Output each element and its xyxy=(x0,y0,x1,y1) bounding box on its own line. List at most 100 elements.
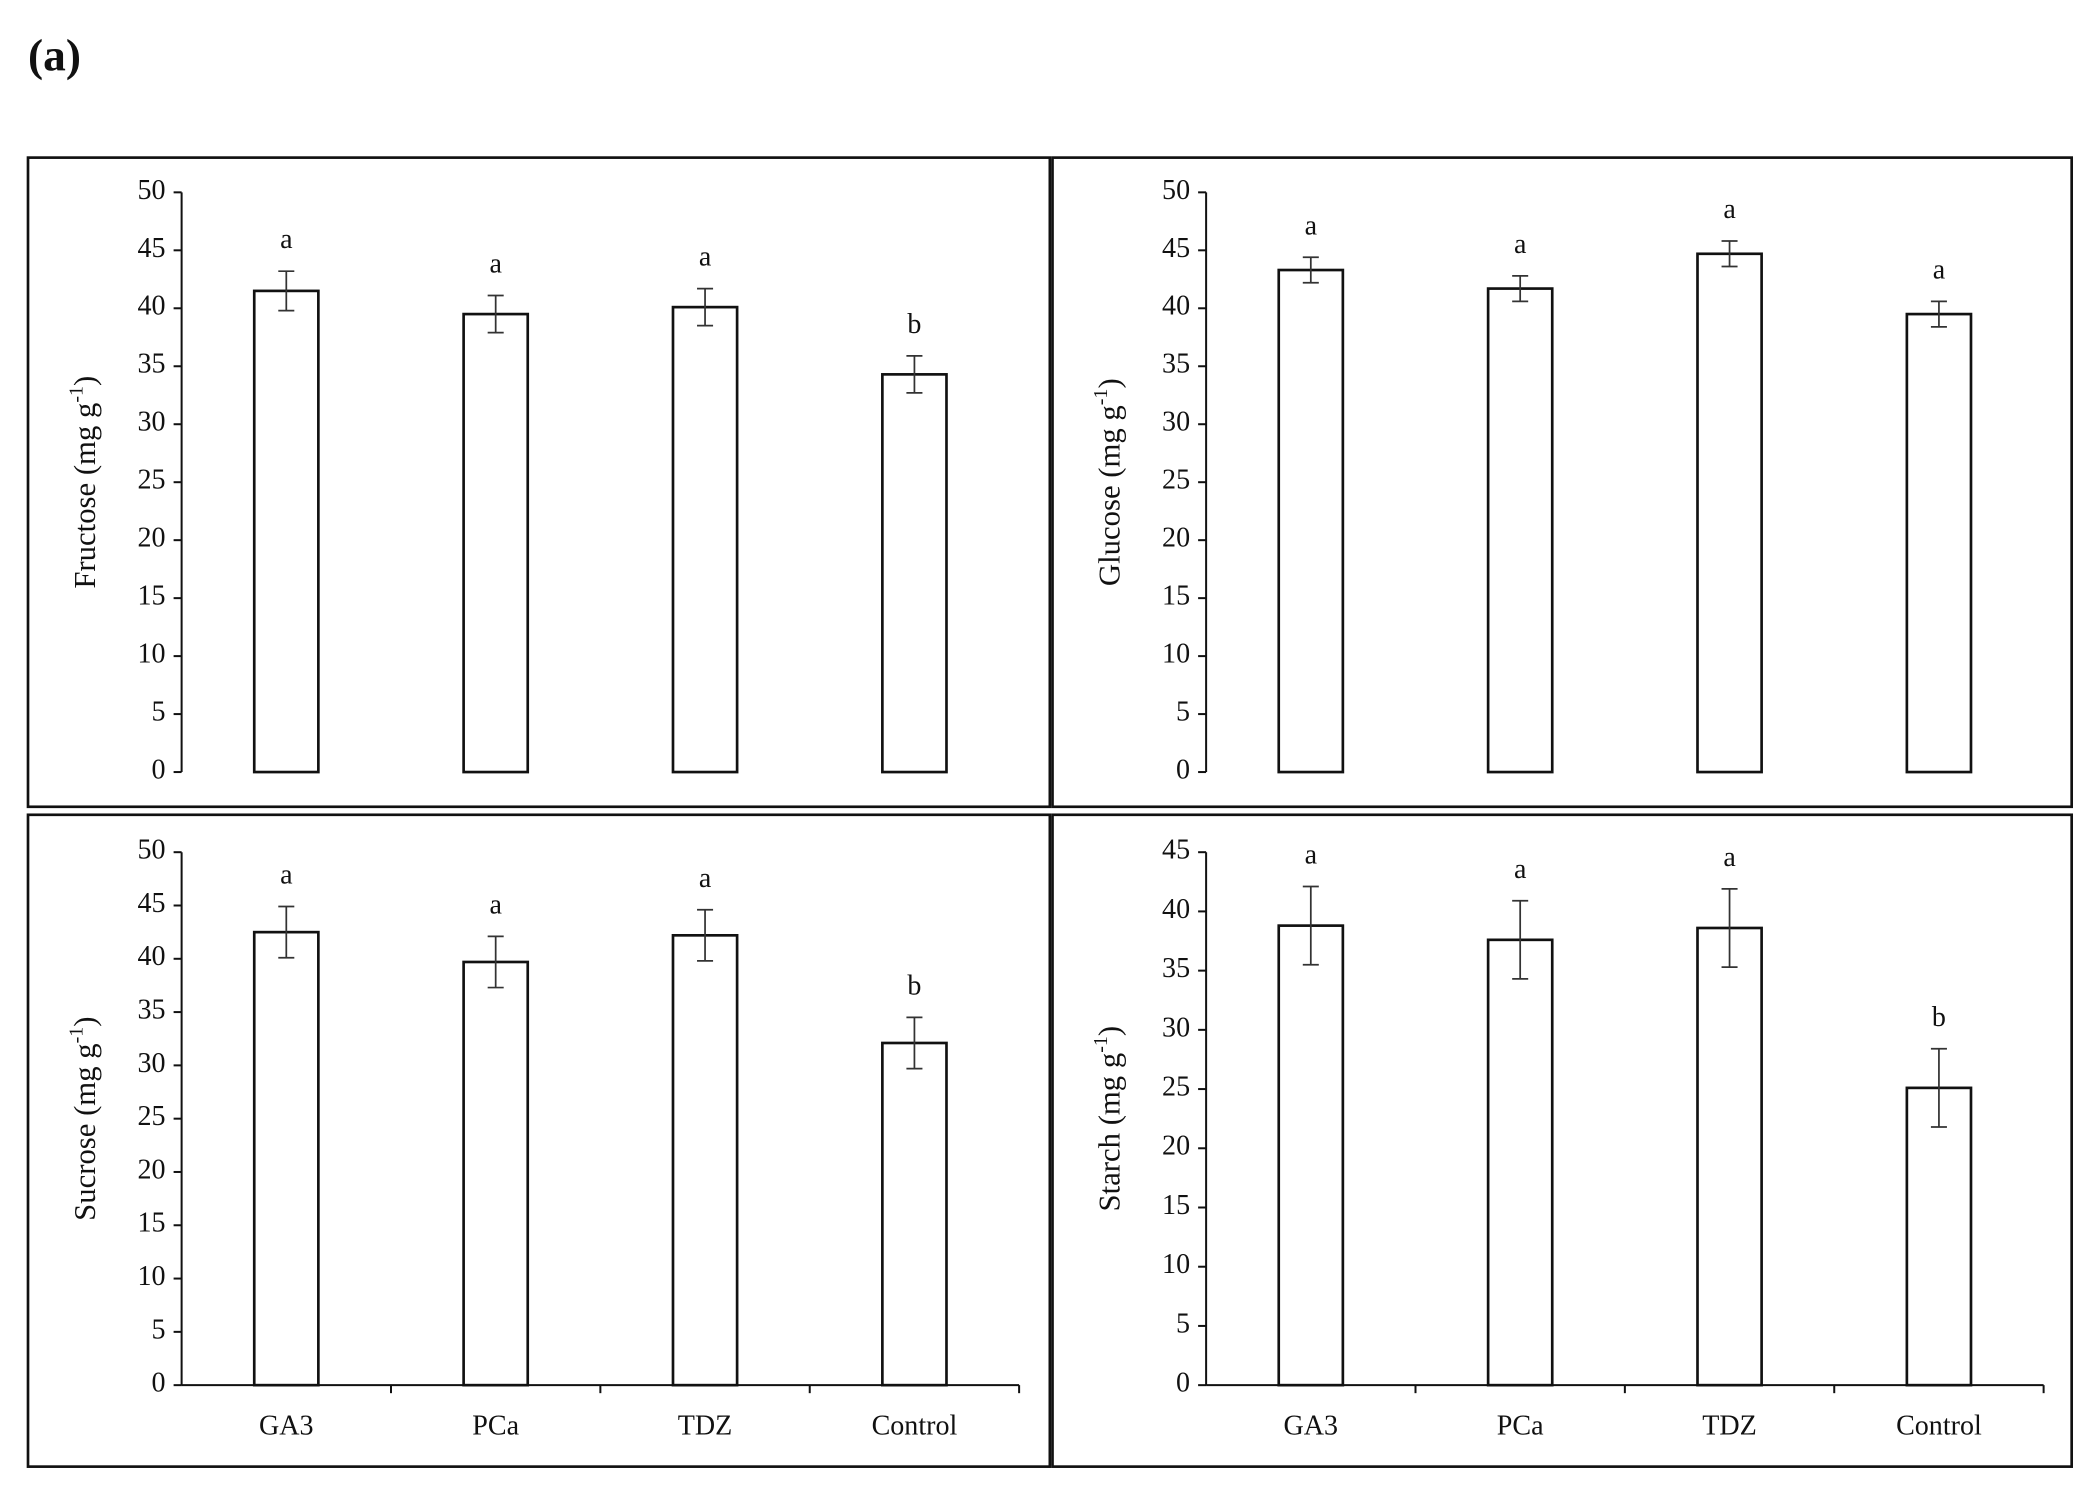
y-tick-label: 50 xyxy=(1162,175,1190,206)
significance-letter: a xyxy=(280,224,293,255)
panel-frame xyxy=(26,156,1052,809)
significance-letter: a xyxy=(699,863,712,894)
bar xyxy=(671,933,739,1387)
significance-letter: a xyxy=(699,242,712,273)
x-tick-label: TDZ xyxy=(678,1410,733,1441)
y-tick-label: 0 xyxy=(1176,1368,1190,1399)
error-bar xyxy=(1930,1047,1947,1128)
y-tick-label: 35 xyxy=(1162,349,1190,380)
y-tick-label: 45 xyxy=(1162,233,1190,264)
y-tick-label: 25 xyxy=(1162,465,1190,496)
error-bar xyxy=(1302,885,1319,966)
bar xyxy=(1486,287,1554,774)
y-label-end: ) xyxy=(1093,1026,1127,1036)
y-axis-label: Fructose (mg g-1) xyxy=(65,376,102,589)
y-tick-label: 0 xyxy=(152,754,166,785)
bar xyxy=(881,1041,948,1387)
chart-panel: 0 5 10 15 20 25 30 35 40 45 Starch (mg g-1) a GA3 a PC… xyxy=(1051,813,2074,1468)
y-tick-label: 30 xyxy=(138,1048,166,1079)
y-axis-label: Sucrose (mg g-1) xyxy=(65,1016,102,1220)
y-tick-label: 10 xyxy=(1162,639,1190,670)
y-tick-label: 10 xyxy=(138,639,166,670)
y-tick-label: 15 xyxy=(138,1208,166,1239)
y-tick-label: 35 xyxy=(138,995,166,1026)
y-tick-label: 20 xyxy=(138,1154,166,1185)
y-label-text: Glucose (mg g xyxy=(1093,405,1127,586)
y-tick-label: 35 xyxy=(1162,953,1190,984)
bar xyxy=(1905,1086,1973,1387)
bar xyxy=(252,930,320,1387)
y-tick-label: 5 xyxy=(152,1314,166,1345)
y-tick-label: 45 xyxy=(1162,835,1190,866)
significance-letter: b xyxy=(907,970,921,1001)
panel-frame xyxy=(1051,156,2074,809)
significance-letter: a xyxy=(1305,840,1318,871)
x-tick-label: GA3 xyxy=(259,1410,314,1441)
y-tick-label: 35 xyxy=(138,349,166,380)
x-tick-label: PCa xyxy=(472,1410,519,1441)
x-tick-label: TDZ xyxy=(1702,1410,1757,1441)
panel-frame xyxy=(26,813,1052,1468)
error-bar xyxy=(1512,899,1529,980)
error-bar xyxy=(487,294,504,334)
significance-letter: a xyxy=(1723,194,1736,225)
bar xyxy=(462,312,530,774)
bar xyxy=(1696,926,1763,1387)
significance-letter: a xyxy=(1514,229,1527,260)
bar xyxy=(252,289,320,774)
y-label-end: ) xyxy=(68,376,102,386)
y-tick-label: 0 xyxy=(1176,754,1190,785)
y-tick-label: 30 xyxy=(138,407,166,438)
bar xyxy=(1277,924,1345,1387)
y-tick-label: 30 xyxy=(1162,1012,1190,1043)
significance-letter: a xyxy=(1305,210,1318,241)
error-bar xyxy=(1721,888,1738,968)
y-label-sup: -1 xyxy=(1090,1036,1112,1053)
significance-letter: a xyxy=(280,860,293,891)
bar xyxy=(1486,938,1554,1387)
bar xyxy=(881,373,948,774)
y-tick-label: 5 xyxy=(1176,1308,1190,1339)
y-tick-label: 5 xyxy=(1176,697,1190,728)
y-axis-label: Glucose (mg g-1) xyxy=(1090,378,1127,586)
y-tick-label: 15 xyxy=(138,581,166,612)
panel-frame xyxy=(1051,813,2074,1468)
error-bar xyxy=(1512,274,1529,303)
y-label-sup: -1 xyxy=(1090,389,1112,406)
y-tick-label: 10 xyxy=(138,1261,166,1292)
y-axis-label: Starch (mg g-1) xyxy=(1090,1026,1127,1212)
y-tick-label: 20 xyxy=(1162,1131,1190,1162)
error-bar xyxy=(697,287,714,327)
y-tick-label: 50 xyxy=(138,175,166,206)
y-tick-label: 15 xyxy=(1162,581,1190,612)
y-tick-label: 25 xyxy=(138,1101,166,1132)
y-tick-label: 10 xyxy=(1162,1249,1190,1280)
error-bar xyxy=(697,908,714,962)
y-label-sup: -1 xyxy=(65,1027,87,1044)
chart-panel: 0 5 10 15 20 25 30 35 40 45 50 Sucrose (mg g-1) a GA3… xyxy=(26,813,1052,1468)
y-tick-label: 20 xyxy=(138,523,166,554)
y-tick-label: 15 xyxy=(1162,1190,1190,1221)
y-tick-label: 40 xyxy=(1162,291,1190,322)
y-label-end: ) xyxy=(1093,378,1127,388)
y-label-end: ) xyxy=(68,1016,102,1026)
x-tick-label: Control xyxy=(872,1410,958,1441)
y-label-text: Sucrose (mg g xyxy=(68,1043,102,1220)
bar xyxy=(1277,268,1345,774)
y-tick-label: 40 xyxy=(1162,894,1190,925)
y-tick-label: 45 xyxy=(138,888,166,919)
y-tick-label: 40 xyxy=(138,941,166,972)
x-tick-label: Control xyxy=(1896,1410,1982,1441)
x-tick-label: GA3 xyxy=(1284,1410,1339,1441)
y-tick-label: 30 xyxy=(1162,407,1190,438)
significance-letter: a xyxy=(489,249,502,280)
significance-letter: a xyxy=(489,889,502,920)
y-label-text: Fructose (mg g xyxy=(68,403,102,589)
significance-letter: a xyxy=(1514,854,1527,885)
y-label-text: Starch (mg g xyxy=(1093,1053,1127,1212)
y-tick-label: 25 xyxy=(1162,1072,1190,1103)
y-tick-label: 20 xyxy=(1162,523,1190,554)
y-tick-label: 40 xyxy=(138,291,166,322)
y-tick-label: 25 xyxy=(138,465,166,496)
